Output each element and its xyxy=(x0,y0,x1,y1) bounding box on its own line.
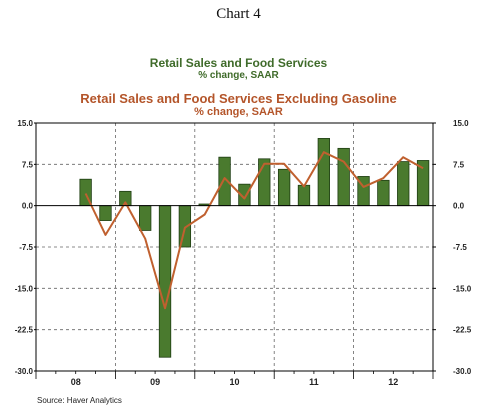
y-tick-label-left: -22.5 xyxy=(15,326,34,335)
bar-retail-sales xyxy=(99,205,112,221)
bars-layer xyxy=(79,138,430,358)
x-year-label: 09 xyxy=(150,377,160,387)
line-excluding-gasoline xyxy=(84,151,424,310)
bar-retail-sales xyxy=(297,184,311,207)
y-tick-label-left: 15.0 xyxy=(17,119,33,128)
source-note: Source: Haver Analytics xyxy=(37,396,122,405)
bar-retail-sales xyxy=(377,179,390,207)
series-2-title: Retail Sales and Food Services Excluding… xyxy=(80,91,397,106)
grid-layer xyxy=(36,123,433,371)
line-layer xyxy=(84,151,424,310)
series-1-title: Retail Sales and Food Services xyxy=(149,56,328,70)
y-tick-label-right: -22.5 xyxy=(453,326,472,335)
bar-retail-sales xyxy=(397,161,410,207)
y-tick-label-left: -30.0 xyxy=(15,367,34,376)
series-1-subtitle: % change, SAAR xyxy=(198,70,279,81)
y-tick-label-right: -30.0 xyxy=(453,367,472,376)
x-year-label: 10 xyxy=(229,377,239,387)
page-heading: Chart 4 xyxy=(216,6,261,22)
y-tick-label-left: 0.0 xyxy=(22,202,34,211)
bar-retail-sales xyxy=(139,205,152,231)
y-tick-label-right: 15.0 xyxy=(453,119,469,128)
bar-retail-sales xyxy=(337,147,350,207)
x-year-label: 08 xyxy=(71,377,81,387)
y-tick-label-left: -15.0 xyxy=(15,284,34,293)
series-2-subtitle: % change, SAAR xyxy=(194,106,283,118)
x-year-label: 12 xyxy=(388,377,398,387)
y-tick-label-left: -7.5 xyxy=(19,243,33,252)
bar-retail-sales xyxy=(277,168,291,207)
y-tick-label-right: -15.0 xyxy=(453,284,472,293)
y-tick-label-right: 0.0 xyxy=(453,202,465,211)
axis-layer: 15.0 15.0 7.5 7.5 0.0 0.0 -7.5 -7.5 -15.0 -15.0 -2… xyxy=(15,119,472,387)
y-tick-label-right: 7.5 xyxy=(453,160,465,169)
y-tick-label-right: -7.5 xyxy=(453,243,467,252)
bar-retail-sales xyxy=(158,205,172,358)
x-year-label: 11 xyxy=(309,377,319,387)
bar-retail-sales xyxy=(317,138,330,207)
y-tick-label-left: 7.5 xyxy=(22,160,34,169)
